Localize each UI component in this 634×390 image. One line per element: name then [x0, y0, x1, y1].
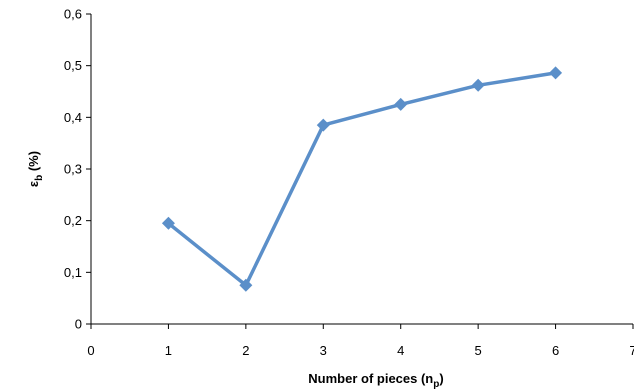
data-point-marker	[316, 118, 330, 132]
data-point-marker	[471, 78, 485, 92]
x-tick-label: 6	[552, 343, 559, 358]
axis-ticks: 0 0,1 0,2 0,3 0,4 0,5 0,6 0 1 2 3 4 5 6 7	[64, 7, 634, 359]
y-tick-label: 0,4	[64, 110, 82, 125]
x-tick-label: 3	[320, 343, 327, 358]
data-point-marker	[161, 216, 175, 230]
data-point-marker	[394, 97, 408, 111]
data-point-marker	[239, 278, 253, 292]
y-tick-label: 0,5	[64, 58, 82, 73]
y-tick-label: 0	[75, 317, 82, 332]
y-axis-title: εb (%)	[26, 151, 45, 187]
y-tick-label: 0,3	[64, 162, 82, 177]
x-tick-label: 5	[475, 343, 482, 358]
x-tick-label: 7	[629, 343, 634, 358]
x-tick-label: 4	[397, 343, 404, 358]
data-point-marker	[549, 66, 563, 80]
x-axis-title-close: )	[439, 371, 443, 386]
y-axis-title-main: ε	[26, 181, 41, 187]
x-tick-label: 2	[242, 343, 249, 358]
x-axis-title-subscript: p	[433, 379, 439, 390]
series-line	[166, 71, 558, 288]
x-tick-label: 0	[87, 343, 94, 358]
axes	[90, 14, 633, 325]
y-tick-label: 0,6	[64, 7, 82, 22]
x-tick-label: 1	[165, 343, 172, 358]
y-tick-label: 0,1	[64, 265, 82, 280]
y-axis-title-subscript: b	[34, 175, 45, 181]
y-tick-label: 0,2	[64, 213, 82, 228]
x-axis-title-main: Number of pieces (n	[308, 371, 433, 386]
x-axis-title: Number of pieces (np)	[308, 371, 443, 390]
y-axis-title-unit: (%)	[26, 151, 41, 175]
series	[161, 66, 563, 292]
